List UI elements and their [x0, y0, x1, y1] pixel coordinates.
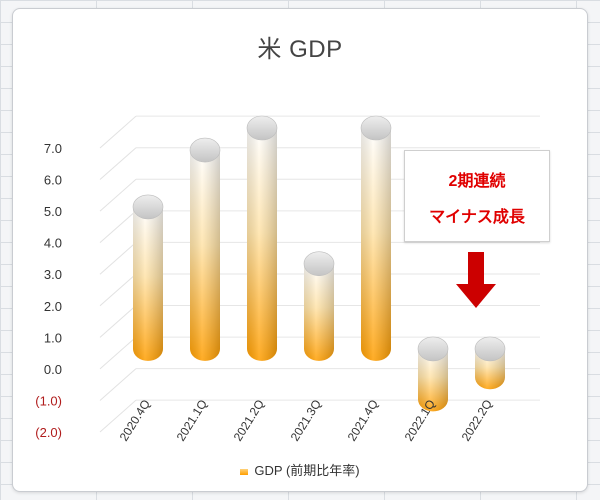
y-tick-label: 4.0	[44, 236, 62, 251]
bar	[474, 336, 506, 390]
bar-cap	[246, 115, 278, 141]
x-tick-label: 2020.4Q	[117, 397, 153, 443]
x-tick-label: 2021.3Q	[288, 397, 324, 443]
bar	[246, 115, 278, 361]
annotation-box: 2期連続 マイナス成長	[404, 150, 550, 242]
annotation-line1: 2期連続	[448, 173, 506, 190]
gridline-diagonal	[99, 115, 137, 149]
annotation-line2: マイナス成長	[429, 209, 525, 226]
legend-swatch	[240, 468, 249, 475]
bar-cap	[360, 115, 392, 141]
x-tick-label: 2021.4Q	[345, 397, 381, 443]
bar-shade	[247, 128, 277, 361]
gridline-diagonal	[99, 336, 137, 370]
gridline-diagonal	[99, 368, 137, 401]
bar	[360, 115, 392, 361]
gridline-diagonal	[99, 305, 137, 338]
chart-title: 米 GDP	[257, 36, 343, 63]
y-tick-label: (2.0)	[35, 425, 62, 440]
x-tick-label: 2022.2Q	[459, 397, 495, 443]
y-tick-label: 5.0	[44, 204, 62, 219]
bar-cap	[189, 137, 221, 163]
legend-label: GDP (前期比年率)	[254, 463, 360, 478]
bar-shade	[133, 206, 163, 361]
bar-shade	[190, 150, 220, 361]
bar-shade	[361, 128, 391, 361]
bar-cap	[132, 194, 164, 220]
bar-cap	[303, 251, 335, 276]
x-tick-label: 2021.1Q	[174, 397, 210, 443]
down-arrow-icon	[456, 252, 496, 308]
bar	[132, 194, 164, 361]
y-tick-label: 6.0	[44, 173, 62, 188]
bar	[189, 137, 221, 361]
y-tick-label: 3.0	[44, 267, 62, 282]
x-tick-label: 2021.2Q	[231, 397, 267, 443]
y-tick-label: (1.0)	[35, 393, 62, 408]
legend: GDP (前期比年率)	[0, 460, 600, 479]
y-tick-label: 2.0	[44, 299, 62, 314]
gridline-diagonal	[99, 147, 137, 180]
y-tick-label: 7.0	[44, 141, 62, 156]
gridline-diagonal	[99, 178, 137, 212]
bar-shade	[304, 263, 334, 361]
bar-cap	[417, 336, 449, 362]
bar	[417, 336, 449, 412]
bars	[132, 115, 506, 412]
y-tick-label: 1.0	[44, 330, 62, 345]
y-tick-label: 0.0	[44, 362, 62, 377]
bar	[303, 251, 335, 361]
chart-card[interactable]: 米 GDP	[12, 8, 588, 492]
bar-shade	[418, 348, 448, 412]
bar-cap	[474, 336, 506, 362]
gridline-diagonal	[99, 210, 137, 244]
gridline-diagonal	[99, 273, 137, 307]
gridline-diagonal	[99, 399, 137, 433]
y-axis-ticks: 7.0 6.0 5.0 4.0 3.0 2.0 1.0 0.0 (1.0) (2.0)	[35, 141, 62, 440]
gridline-diagonal	[99, 242, 137, 275]
